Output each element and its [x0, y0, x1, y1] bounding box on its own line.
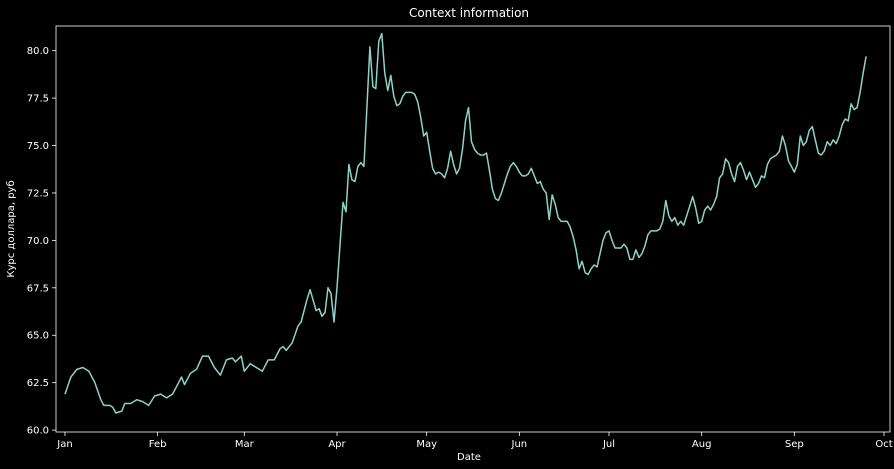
- series-line: [64, 32, 867, 414]
- y-tick-label: 62.5: [27, 378, 49, 389]
- x-tick-label-may: May: [416, 439, 437, 450]
- x-tick-label-oct: Oct: [875, 439, 892, 450]
- y-tick-label: 75.0: [27, 141, 49, 152]
- y-tick-label: 80.0: [27, 46, 49, 57]
- chart-title: Context information: [409, 6, 529, 20]
- x-axis-label: Date: [457, 452, 481, 463]
- y-tick-label: 65.0: [27, 331, 49, 342]
- x-tick-label-aug: Aug: [692, 439, 712, 450]
- y-tick-label: 77.5: [27, 94, 49, 105]
- x-tick-label-mar: Mar: [235, 439, 255, 450]
- y-tick-label: 70.0: [27, 236, 49, 247]
- x-tick-label-jan: Jan: [56, 439, 72, 450]
- x-tick-label-sep: Sep: [785, 439, 804, 450]
- y-axis: 60.0 62.5 65.0 67.5 70.0 72.5 75.0 77.5 80.0: [27, 46, 56, 437]
- y-tick-label: 67.5: [27, 283, 49, 294]
- plot-frame: [55, 25, 891, 433]
- y-axis-label: Курс доллара, руб: [6, 180, 17, 277]
- x-tick-label-apr: Apr: [328, 439, 346, 450]
- x-tick-label-jun: Jun: [511, 439, 528, 450]
- y-tick-label: 60.0: [27, 426, 49, 437]
- x-tick-label-jul: Jul: [602, 439, 615, 450]
- x-tick-label-feb: Feb: [149, 439, 167, 450]
- y-tick-label: 72.5: [27, 188, 49, 199]
- x-axis: Jan Feb Mar Apr May Jun Jul Aug Sep Oct: [56, 432, 893, 450]
